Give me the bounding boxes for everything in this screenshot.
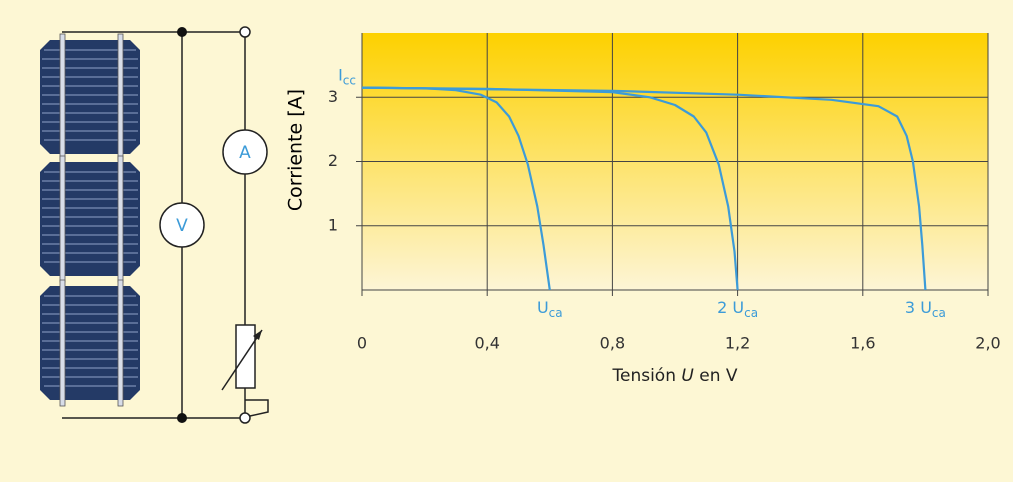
annotation-sub: ca — [549, 306, 563, 320]
x-tick-label: 1,6 — [850, 334, 875, 353]
terminal — [239, 26, 251, 38]
grid — [356, 33, 989, 296]
annotation-main: 2 U — [717, 298, 744, 317]
y-tick-label: 3 — [328, 87, 338, 106]
y-tick-label: 2 — [328, 151, 338, 170]
solar-cell — [39, 33, 141, 161]
y-tick-label: 1 — [328, 215, 338, 234]
x-tick-label: 2,0 — [975, 334, 1000, 353]
ammeter-label: A — [239, 143, 251, 163]
annotation-main: 3 U — [905, 298, 932, 317]
x-label-part: Tensión — [611, 366, 681, 386]
x-tick-label: 0,4 — [474, 334, 499, 353]
annotation: 3 Uca — [905, 298, 946, 320]
junction — [177, 413, 187, 423]
x-tick-label: 0,8 — [600, 334, 625, 353]
terminal — [239, 412, 251, 424]
annotation: 2 Uca — [717, 298, 758, 320]
voltmeter — [159, 202, 205, 248]
ammeter — [222, 129, 268, 175]
junction — [177, 27, 187, 37]
annotation: Uca — [537, 298, 563, 320]
annotation-sub: ca — [932, 306, 946, 320]
x-axis-label: Tensión U en V — [611, 366, 737, 386]
annotation-main: U — [537, 298, 549, 317]
resistor-arrow — [221, 329, 263, 391]
solar-cell — [39, 155, 141, 283]
x-tick-label: 1,2 — [725, 334, 750, 353]
arrow-head — [253, 330, 262, 340]
x-tick-label: 0 — [357, 334, 367, 353]
annotation-sub: ca — [744, 306, 758, 320]
voltmeter-label: V — [176, 216, 188, 236]
annotation: Icc — [338, 65, 356, 87]
curve — [361, 86, 927, 291]
annotation-sub: cc — [343, 73, 356, 87]
resistor — [235, 324, 256, 389]
solar-cell — [39, 279, 141, 407]
annotation-main: I — [338, 65, 343, 84]
x-label-part: U — [681, 366, 694, 386]
x-label-part: en V — [694, 366, 738, 386]
y-axis-label: Corriente [A] — [285, 89, 307, 211]
